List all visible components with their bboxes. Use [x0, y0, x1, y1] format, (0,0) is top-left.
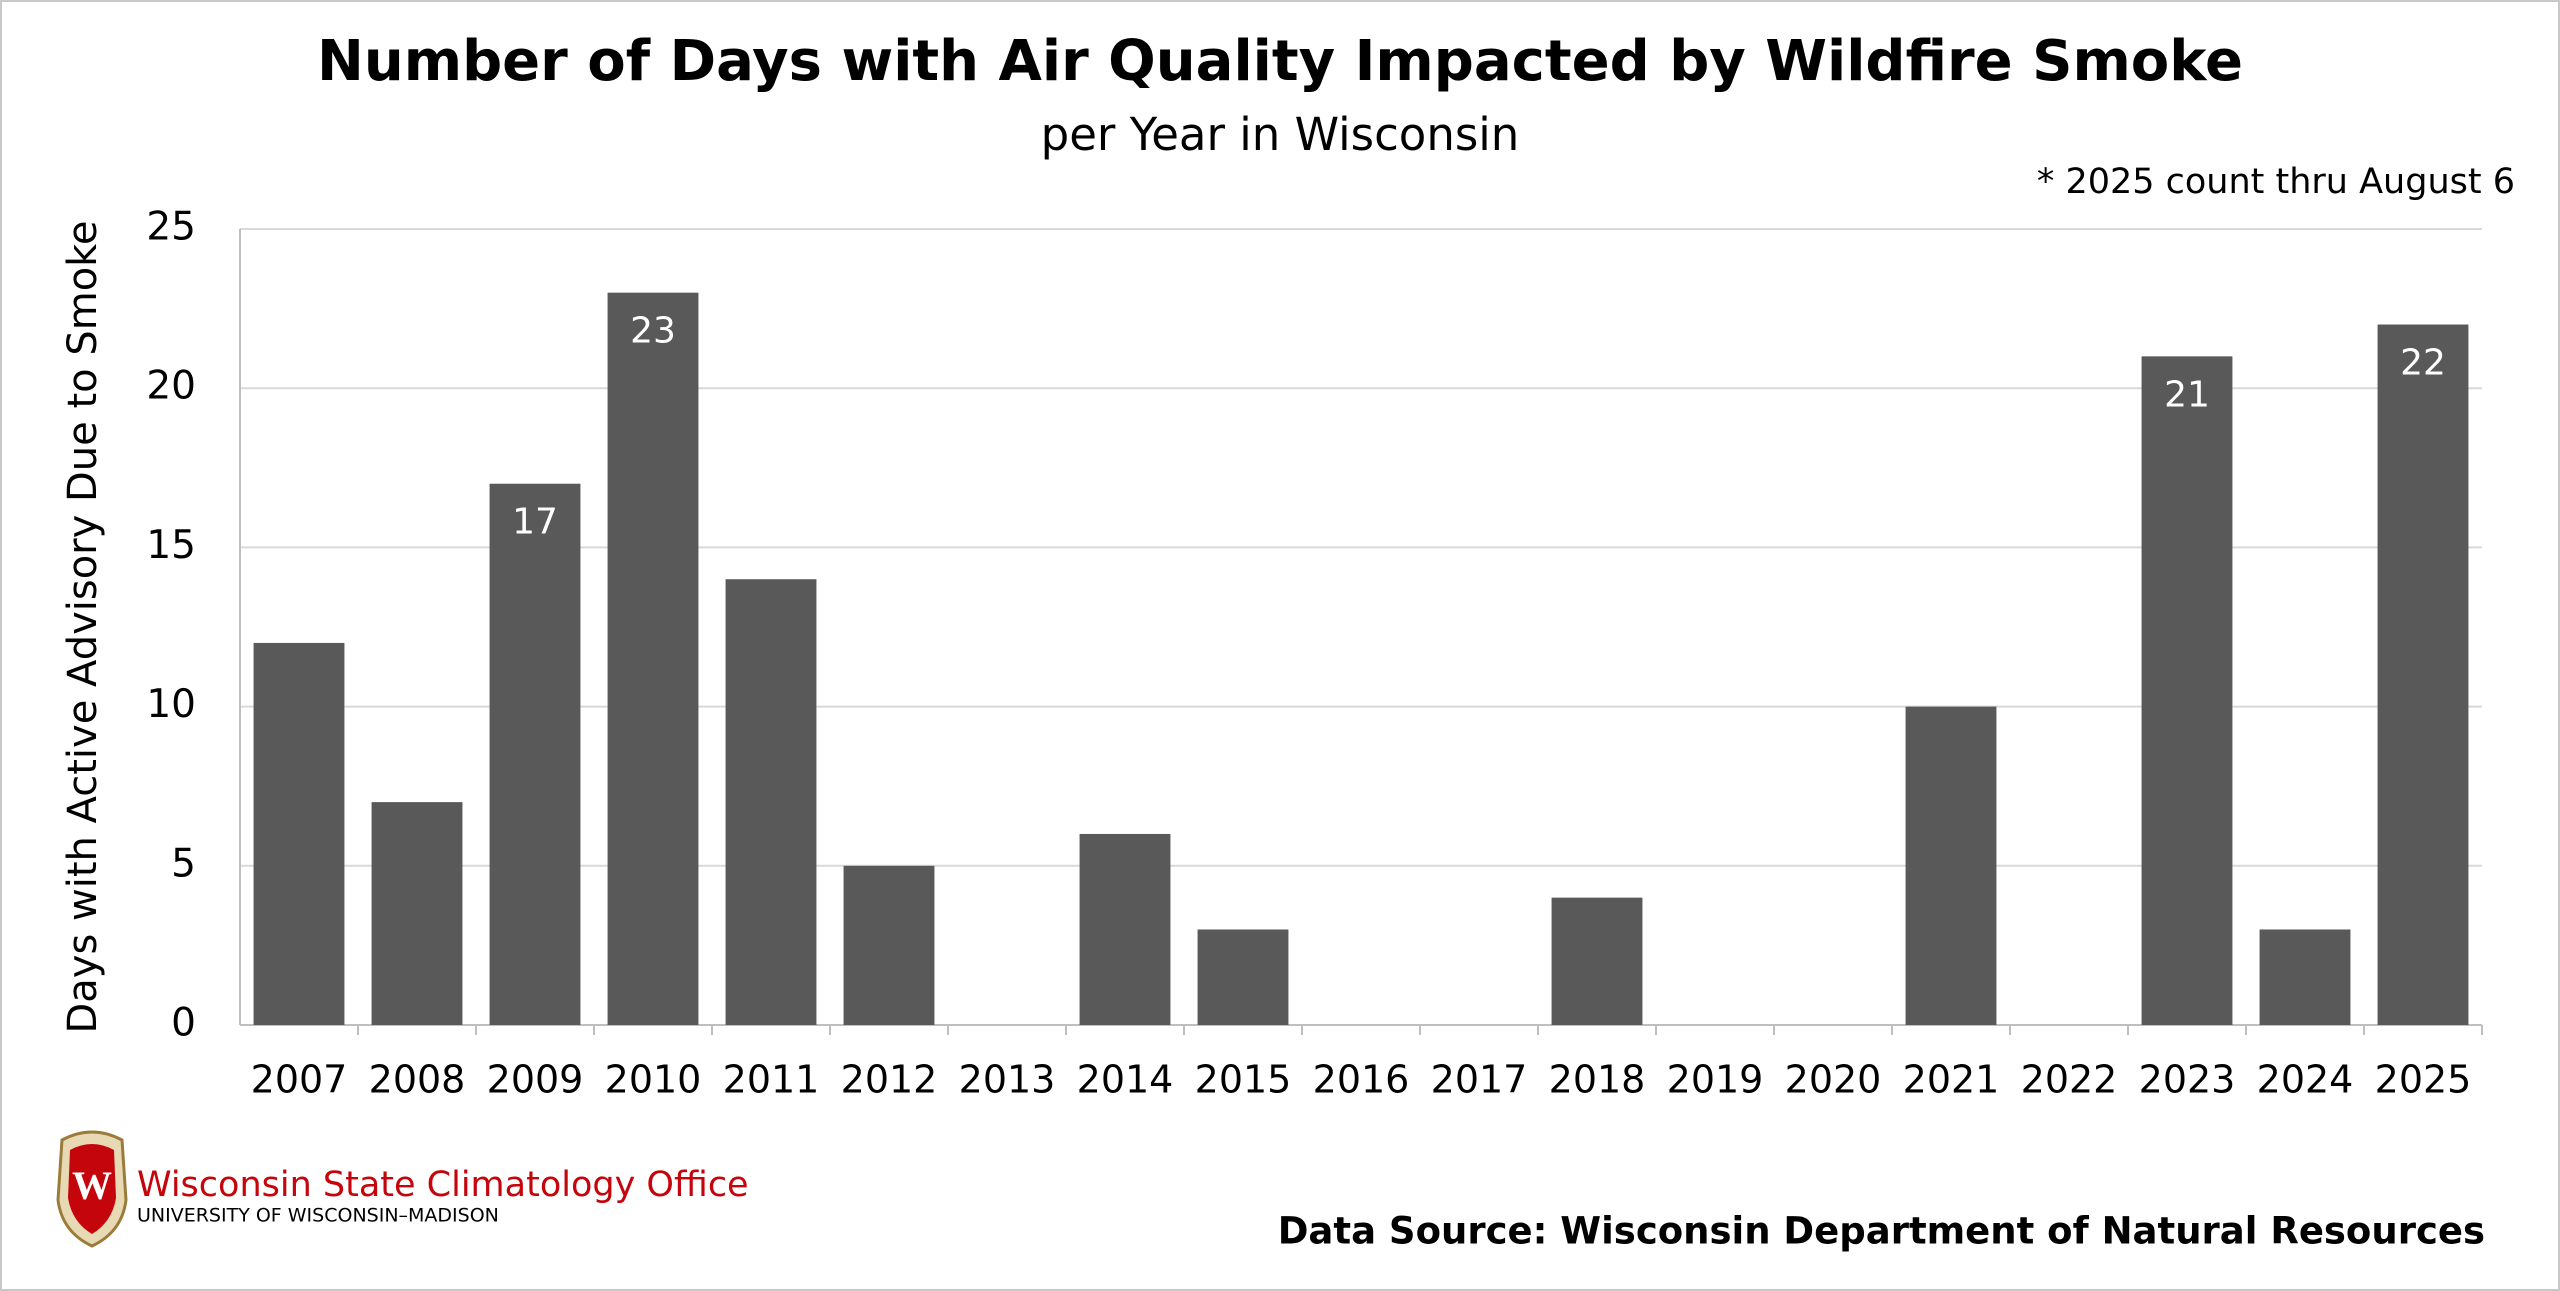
y-tick-label: 15 [146, 523, 196, 568]
x-tick-label: 2010 [605, 1058, 702, 1102]
note: * 2025 count thru August 6 [2037, 162, 2515, 202]
bar [371, 802, 463, 1025]
chart-title: Number of Days with Air Quality Impacted… [317, 29, 2243, 94]
x-tick-label: 2022 [2021, 1058, 2118, 1102]
x-tick-label: 2007 [251, 1058, 348, 1102]
logo-letter: W [72, 1163, 112, 1208]
x-tick-label: 2008 [369, 1058, 466, 1102]
bar [1905, 706, 1997, 1025]
bar [1551, 897, 1643, 1025]
x-tick-label: 2017 [1431, 1058, 1528, 1102]
bar [1079, 833, 1171, 1025]
bar [843, 865, 935, 1025]
source: Data Source: Wisconsin Department of Nat… [1278, 1210, 2485, 1253]
x-tick-label: 2012 [841, 1058, 938, 1102]
bar [253, 642, 345, 1025]
bar [2377, 324, 2469, 1025]
logo-shield [68, 1144, 116, 1234]
x-tick-label: 2014 [1077, 1058, 1174, 1102]
x-tick-label: 2023 [2139, 1058, 2236, 1102]
bar [1197, 929, 1289, 1025]
x-tick-label: 2018 [1549, 1058, 1646, 1102]
bar [489, 483, 581, 1026]
x-tick-label: 2011 [723, 1058, 820, 1102]
bar [2141, 356, 2233, 1025]
x-tick-label: 2013 [959, 1058, 1056, 1102]
chart-subtitle: per Year in Wisconsin [1041, 108, 1520, 161]
bar [607, 292, 699, 1025]
x-tick-label: 2009 [487, 1058, 584, 1102]
x-tick-label: 2025 [2375, 1058, 2472, 1102]
x-tick-label: 2021 [1903, 1058, 2000, 1102]
y-tick-label: 5 [171, 841, 196, 886]
y-tick-label: 20 [146, 364, 196, 409]
logo: W Wisconsin State Climatology Office UNI… [56, 1130, 749, 1248]
value-label: 23 [630, 311, 676, 352]
x-tick-label: 2024 [2257, 1058, 2354, 1102]
bar [725, 579, 817, 1025]
x-tick-label: 2020 [1785, 1058, 1882, 1102]
logo-university: UNIVERSITY OF WISCONSIN–MADISON [137, 1205, 499, 1227]
y-tick-label: 10 [146, 682, 196, 727]
bar [2259, 929, 2351, 1025]
y-tick-label: 0 [171, 1001, 196, 1046]
value-label: 21 [2164, 374, 2210, 415]
logo-name: Wisconsin State Climatology Office [137, 1165, 749, 1205]
x-tick-label: 2016 [1313, 1058, 1410, 1102]
y-axis-title: Days with Active Advisory Due to Smoke [60, 220, 106, 1033]
value-label: 22 [2400, 343, 2446, 384]
x-tick-label: 2015 [1195, 1058, 1292, 1102]
y-tick-label: 25 [146, 205, 196, 250]
value-label: 17 [512, 502, 558, 543]
x-tick-label: 2019 [1667, 1058, 1764, 1102]
